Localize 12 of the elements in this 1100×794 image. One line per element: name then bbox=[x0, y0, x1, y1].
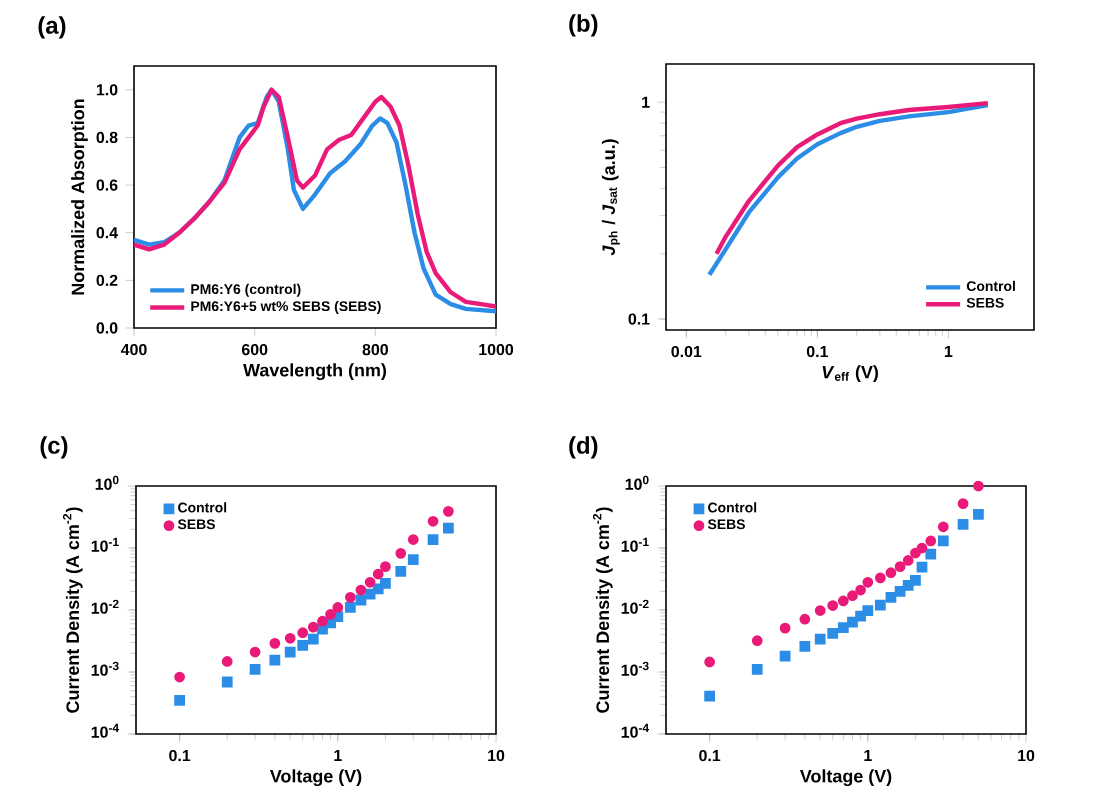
chart-title: (c) bbox=[40, 436, 68, 459]
chart-title: (d) bbox=[569, 436, 598, 459]
y-axis-title: Normalized Absorption bbox=[71, 99, 88, 295]
x-axis-title: Wavelength (nm) bbox=[243, 363, 387, 381]
chart-title: (a) bbox=[38, 16, 66, 39]
x-axis-title: Voltage (V) bbox=[799, 769, 892, 787]
x-axis-title: V$_{eff}$ (V) bbox=[822, 365, 878, 383]
y-axis-title: J$_{ph}$ / J$_{sat}$ (a.u.) bbox=[601, 139, 620, 256]
y-axis-title: Current Density (A cm$^{-2}$) bbox=[592, 507, 613, 713]
chart-title: (b) bbox=[569, 14, 598, 37]
x-axis-title: Voltage (V) bbox=[269, 769, 362, 787]
y-axis-title: Current Density (A cm$^{-2}$) bbox=[62, 507, 83, 713]
